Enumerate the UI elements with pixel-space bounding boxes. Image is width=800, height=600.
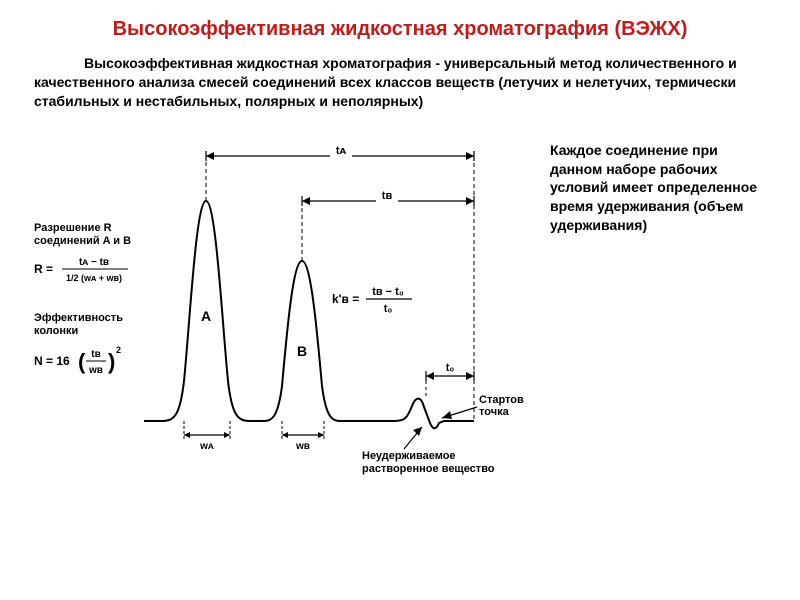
svg-text:растворенное вещество: растворенное вещество xyxy=(362,463,495,475)
svg-text:tʙ: tʙ xyxy=(382,190,393,202)
efficiency-block: Эффективность колонки N = 16 ( ) tʙ wʙ 2 xyxy=(34,312,123,376)
svg-text:соединений A и B: соединений A и B xyxy=(34,235,131,247)
chromatogram-curve xyxy=(144,201,474,428)
start-point-label: Cтартовая точка xyxy=(442,394,524,419)
svg-text:wʙ: wʙ xyxy=(295,441,310,452)
svg-text:N = 16: N = 16 xyxy=(34,354,70,368)
svg-text:tᴀ − tʙ: tᴀ − tʙ xyxy=(79,257,109,268)
svg-text:tʙ − t₀: tʙ − t₀ xyxy=(372,286,404,298)
peak-a-label: A xyxy=(201,308,211,324)
description-block: Высокоэффективная жидкостная хроматограф… xyxy=(0,50,800,121)
svg-text:tʙ: tʙ xyxy=(91,349,100,360)
svg-text:(: ( xyxy=(78,349,86,374)
svg-text:2: 2 xyxy=(116,345,121,355)
svg-text:Неудерживаемое: Неудерживаемое xyxy=(362,450,456,462)
svg-text:k'ʙ =: k'ʙ = xyxy=(332,292,359,306)
width-marker-a: wᴀ xyxy=(184,421,230,452)
svg-text:wʙ: wʙ xyxy=(88,365,103,376)
svg-text:1/2 (wᴀ + wʙ): 1/2 (wᴀ + wʙ) xyxy=(66,273,122,283)
svg-text:Cтартовая: Cтартовая xyxy=(479,394,524,406)
resolution-block: Разрешение R соединений A и B R = tᴀ − t… xyxy=(34,222,131,283)
page-title: Высокоэффективная жидкостная хроматограф… xyxy=(0,0,800,50)
svg-text:точка: точка xyxy=(479,406,510,418)
svg-text:): ) xyxy=(108,349,115,374)
width-marker-b: wʙ xyxy=(282,421,324,452)
svg-text:Разрешение R: Разрешение R xyxy=(34,222,112,234)
content-area: tᴀ tʙ t₀ xyxy=(0,121,800,481)
side-note: Каждое соединение при данном наборе рабо… xyxy=(550,141,770,235)
svg-text:t₀: t₀ xyxy=(384,303,393,315)
svg-text:колонки: колонки xyxy=(34,325,78,337)
svg-text:t₀: t₀ xyxy=(446,362,455,374)
time-marker-t0: t₀ xyxy=(426,362,474,381)
chromatogram-diagram: tᴀ tʙ t₀ xyxy=(34,121,524,481)
k-prime-formula: k'ʙ = tʙ − t₀ t₀ xyxy=(332,286,412,315)
time-marker-tB: tʙ xyxy=(302,188,474,206)
svg-text:wᴀ: wᴀ xyxy=(199,441,214,452)
svg-text:tᴀ: tᴀ xyxy=(336,145,347,157)
svg-text:Эффективность: Эффективность xyxy=(34,312,123,324)
time-marker-tA: tᴀ xyxy=(206,143,474,161)
peak-b-label: B xyxy=(297,343,307,359)
description-lead: Высокоэффективная жидкостная хроматограф… xyxy=(84,55,440,71)
svg-text:R =: R = xyxy=(34,262,53,276)
unretained-label: Неудерживаемое растворенное вещество xyxy=(362,427,495,475)
